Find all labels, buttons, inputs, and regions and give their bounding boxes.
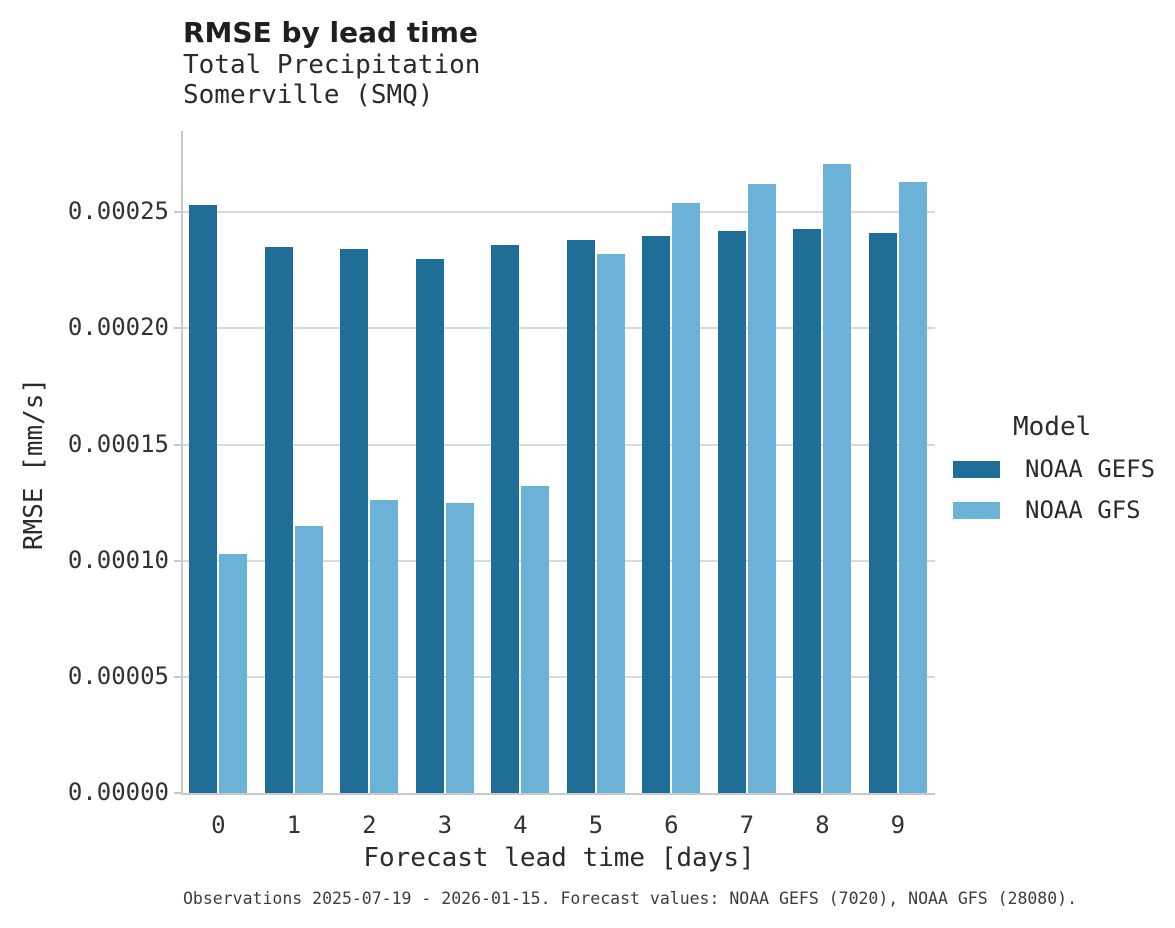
- bar-noaa-gfs-1: [294, 525, 323, 793]
- bar-noaa-gefs-5: [566, 240, 595, 793]
- subtitle-line-station: Somerville (SMQ): [183, 80, 434, 110]
- y-tick: [174, 675, 181, 678]
- legend-title: Model: [1013, 412, 1092, 442]
- x-tick-label-8: 8: [815, 811, 830, 839]
- bar-noaa-gfs-0: [219, 553, 248, 793]
- x-axis-title: Forecast lead time [days]: [363, 843, 755, 873]
- x-tick-label-4: 4: [513, 811, 528, 839]
- bar-noaa-gfs-6: [672, 203, 701, 793]
- legend-label: NOAA GFS: [1025, 496, 1141, 524]
- legend: Model NOAA GEFS NOAA GFS: [953, 412, 1155, 524]
- gridline: [183, 327, 935, 330]
- bar-noaa-gefs-8: [793, 228, 822, 793]
- bar-noaa-gfs-5: [596, 254, 625, 793]
- gridline: [183, 559, 935, 562]
- legend-swatch-noaa-gefs: [953, 460, 1000, 478]
- x-tick-label-6: 6: [664, 811, 679, 839]
- legend-entry-noaa-gefs: NOAA GEFS: [953, 455, 1155, 483]
- y-axis-title: RMSE [mm/s]: [19, 377, 49, 551]
- y-tick-label: 0.00020: [67, 313, 169, 342]
- plot-area: 0.00000 0.00005 0.00010 0.00015 0.00020 0.000…: [68, 131, 935, 839]
- x-tick-label-1: 1: [286, 811, 302, 839]
- x-tick-label-3: 3: [437, 811, 453, 839]
- bar-noaa-gefs-0: [189, 205, 218, 793]
- subtitle-line-variable: Total Precipitation: [183, 50, 481, 80]
- y-tick-label: 0.00000: [67, 778, 169, 806]
- bar-noaa-gefs-9: [868, 233, 897, 793]
- x-tick-label-9: 9: [890, 811, 906, 839]
- legend-entry-noaa-gfs: NOAA GFS: [953, 496, 1155, 524]
- legend-entries: NOAA GEFS NOAA GFS: [953, 455, 1155, 524]
- y-tick: [174, 443, 181, 446]
- bar-noaa-gefs-7: [717, 230, 746, 793]
- y-tick: [174, 211, 181, 214]
- gridline: [183, 443, 935, 446]
- y-tick-label: 0.00010: [67, 545, 169, 574]
- bar-noaa-gefs-1: [264, 247, 293, 793]
- gridline: [183, 211, 935, 214]
- y-tick-label: 0.00015: [67, 429, 169, 458]
- chart-subtitle: Total Precipitation Somerville (SMQ): [183, 50, 480, 110]
- bar-noaa-gfs-4: [521, 486, 550, 793]
- x-tick-label-5: 5: [588, 811, 604, 839]
- x-tick-label-7: 7: [739, 811, 755, 839]
- bar-noaa-gefs-6: [642, 235, 671, 793]
- x-tick-label-0: 0: [211, 811, 226, 839]
- bar-noaa-gfs-2: [370, 500, 399, 793]
- chart-title: RMSE by lead time: [183, 16, 478, 49]
- bar-noaa-gfs-9: [898, 182, 927, 793]
- footer-caption: Observations 2025-07-19 - 2026-01-15. Fo…: [183, 889, 1078, 908]
- gridline: [183, 675, 935, 678]
- bar-noaa-gefs-3: [415, 258, 444, 793]
- bar-noaa-gefs-4: [491, 244, 520, 793]
- bar-noaa-gefs-2: [340, 249, 369, 793]
- x-tick-label-2: 2: [362, 811, 377, 839]
- y-tick-label: 0.00005: [67, 661, 169, 690]
- y-tick: [174, 792, 181, 794]
- legend-label: NOAA GEFS: [1025, 455, 1156, 483]
- y-tick-label: 0.00025: [67, 197, 169, 226]
- bar-noaa-gfs-3: [445, 502, 474, 793]
- bar-noaa-gfs-7: [747, 184, 776, 793]
- bar-noaa-gfs-8: [823, 163, 852, 793]
- legend-swatch-noaa-gfs: [953, 501, 1000, 519]
- y-tick: [174, 559, 181, 562]
- y-tick: [174, 327, 181, 330]
